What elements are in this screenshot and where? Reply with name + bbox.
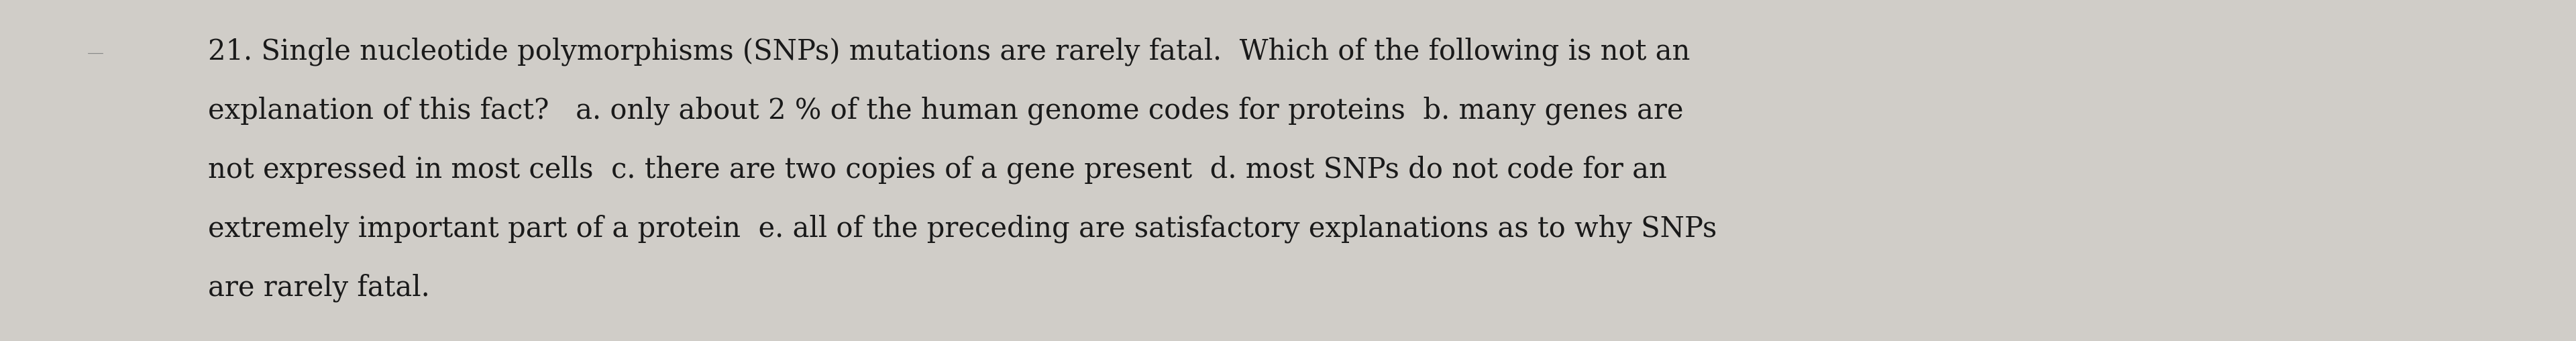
Text: extremely important part of a protein  e. all of the preceding are satisfactory : extremely important part of a protein e.… xyxy=(209,214,1716,243)
Text: not expressed in most cells  c. there are two copies of a gene present  d. most : not expressed in most cells c. there are… xyxy=(209,155,1667,183)
Text: —: — xyxy=(88,46,103,61)
Text: 21. Single nucleotide polymorphisms (SNPs) mutations are rarely fatal.  Which of: 21. Single nucleotide polymorphisms (SNP… xyxy=(209,37,1690,65)
Text: are rarely fatal.: are rarely fatal. xyxy=(209,273,430,302)
Text: explanation of this fact?   a. only about 2 % of the human genome codes for prot: explanation of this fact? a. only about … xyxy=(209,96,1685,124)
